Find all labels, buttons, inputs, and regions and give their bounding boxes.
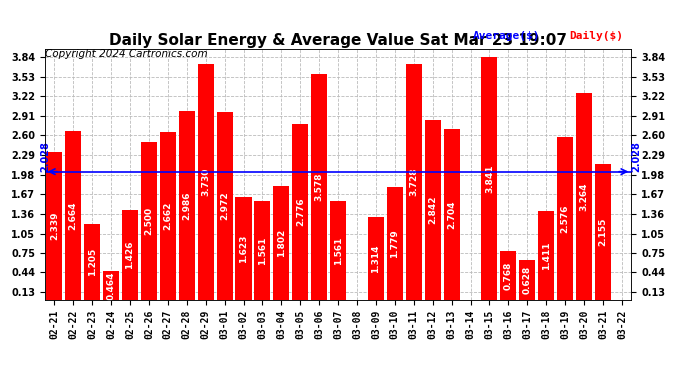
- Text: 2.028: 2.028: [631, 141, 641, 172]
- Bar: [311, 74, 327, 300]
- Text: 1.426: 1.426: [126, 241, 135, 269]
- Text: 1.623: 1.623: [239, 234, 248, 263]
- Bar: [273, 186, 289, 300]
- Text: 2.986: 2.986: [182, 191, 191, 220]
- Bar: [293, 124, 308, 300]
- Text: 0.768: 0.768: [504, 261, 513, 290]
- Bar: [103, 271, 119, 300]
- Bar: [424, 120, 441, 300]
- Bar: [46, 152, 62, 300]
- Text: 2.576: 2.576: [561, 204, 570, 233]
- Text: 2.662: 2.662: [164, 202, 172, 230]
- Bar: [235, 197, 252, 300]
- Text: 1.205: 1.205: [88, 248, 97, 276]
- Bar: [65, 131, 81, 300]
- Text: 1.411: 1.411: [542, 241, 551, 270]
- Bar: [406, 64, 422, 300]
- Bar: [255, 201, 270, 300]
- Text: 2.155: 2.155: [598, 217, 607, 246]
- Text: 3.841: 3.841: [485, 164, 494, 193]
- Text: 2.664: 2.664: [69, 201, 78, 230]
- Text: 3.728: 3.728: [409, 168, 418, 196]
- Bar: [160, 132, 176, 300]
- Text: 2.339: 2.339: [50, 212, 59, 240]
- Bar: [387, 188, 403, 300]
- Bar: [520, 260, 535, 300]
- Bar: [330, 201, 346, 300]
- Text: 0.628: 0.628: [523, 266, 532, 294]
- Bar: [217, 112, 233, 300]
- Text: 1.314: 1.314: [371, 244, 380, 273]
- Bar: [444, 129, 460, 300]
- Text: 1.561: 1.561: [333, 236, 343, 265]
- Bar: [141, 142, 157, 300]
- Bar: [482, 57, 497, 300]
- Bar: [576, 93, 592, 300]
- Text: 3.264: 3.264: [580, 183, 589, 211]
- Text: 1.561: 1.561: [258, 236, 267, 265]
- Text: 2.776: 2.776: [296, 198, 305, 226]
- Bar: [500, 251, 516, 300]
- Text: 1.802: 1.802: [277, 229, 286, 257]
- Text: 2.500: 2.500: [144, 207, 153, 235]
- Text: 2.972: 2.972: [220, 192, 229, 220]
- Bar: [84, 224, 100, 300]
- Title: Daily Solar Energy & Average Value Sat Mar 23 19:07: Daily Solar Energy & Average Value Sat M…: [109, 33, 567, 48]
- Text: 2.842: 2.842: [428, 196, 437, 224]
- Text: 2.704: 2.704: [447, 200, 456, 229]
- Bar: [122, 210, 138, 300]
- Text: 3.578: 3.578: [315, 172, 324, 201]
- Text: 3.730: 3.730: [201, 168, 210, 196]
- Text: 0.464: 0.464: [106, 271, 115, 300]
- Bar: [538, 211, 554, 300]
- Text: Daily($): Daily($): [569, 32, 623, 41]
- Text: Average($): Average($): [473, 32, 540, 41]
- Bar: [179, 111, 195, 300]
- Text: 2.028: 2.028: [40, 141, 50, 172]
- Bar: [557, 137, 573, 300]
- Bar: [595, 164, 611, 300]
- Text: Copyright 2024 Cartronics.com: Copyright 2024 Cartronics.com: [45, 49, 208, 59]
- Bar: [197, 64, 214, 300]
- Text: 1.779: 1.779: [391, 230, 400, 258]
- Bar: [368, 217, 384, 300]
